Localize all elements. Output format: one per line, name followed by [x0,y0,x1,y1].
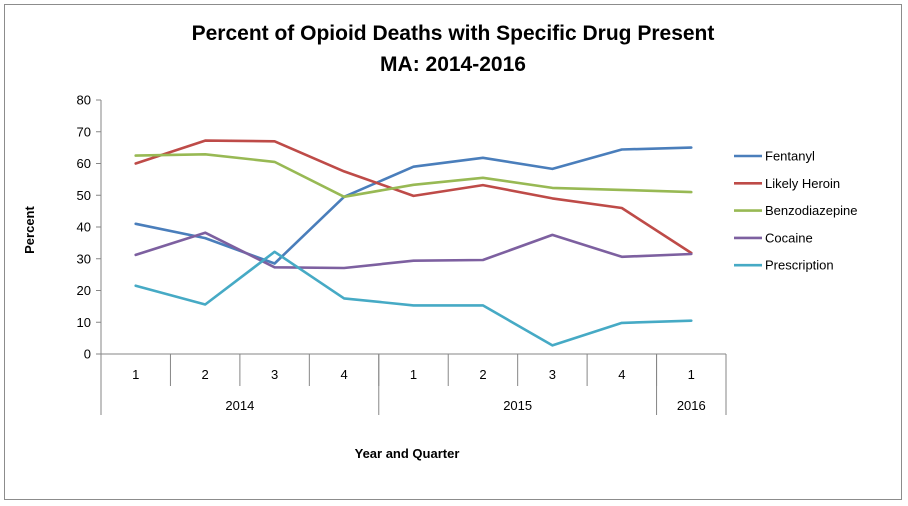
legend-label-benzodiazepine: Benzodiazepine [765,203,858,218]
y-tick-label: 60 [77,156,91,171]
x-tick-label: 1 [688,367,695,382]
y-tick-label: 10 [77,315,91,330]
x-tick-label: 4 [340,367,347,382]
y-tick-label: 30 [77,251,91,266]
x-group-label: 2014 [225,398,254,413]
chart-frame [4,4,902,500]
x-tick-label: 1 [410,367,417,382]
x-tick-label: 2 [202,367,209,382]
y-tick-label: 20 [77,283,91,298]
series-line-cocaine [134,231,693,270]
x-tick-label: 4 [618,367,625,382]
y-tick-label: 40 [77,220,91,235]
y-tick-label: 80 [77,93,91,108]
x-group-label: 2016 [677,398,706,413]
series-lines [134,139,693,347]
y-tick-label: 0 [84,347,91,362]
x-tick-label: 2 [479,367,486,382]
series-line-fentanyl [134,146,693,265]
y-tick-label: 70 [77,124,91,139]
x-axis-title: Year and Quarter [355,446,460,461]
legend-label-cocaine: Cocaine [765,230,813,245]
x-tick-label: 1 [132,367,139,382]
y-tick-label: 50 [77,188,91,203]
series-line-benzodiazepine [134,153,693,199]
y-axis-title: Percent [22,205,37,253]
axes: 0 10 20 30 40 50 60 70 80 1 2 3 4 1 2 3 4 1 2014 2015 2016 [77,93,727,415]
x-tick-label: 3 [271,367,278,382]
series-line-prescription [134,250,693,347]
legend-label-likely-heroin: Likely Heroin [765,176,840,191]
legend-label-prescription: Prescription [765,258,834,273]
x-group-label: 2015 [503,398,532,413]
chart-title: Percent of Opioid Deaths with Specific D… [192,22,715,45]
x-tick-label: 3 [549,367,556,382]
legend-label-fentanyl: Fentanyl [765,149,815,164]
series-line-likely-heroin [134,139,693,255]
chart-subtitle: MA: 2014-2016 [380,53,526,76]
legend: Fentanyl Likely Heroin Benzodiazepine Cocai… [734,149,858,273]
